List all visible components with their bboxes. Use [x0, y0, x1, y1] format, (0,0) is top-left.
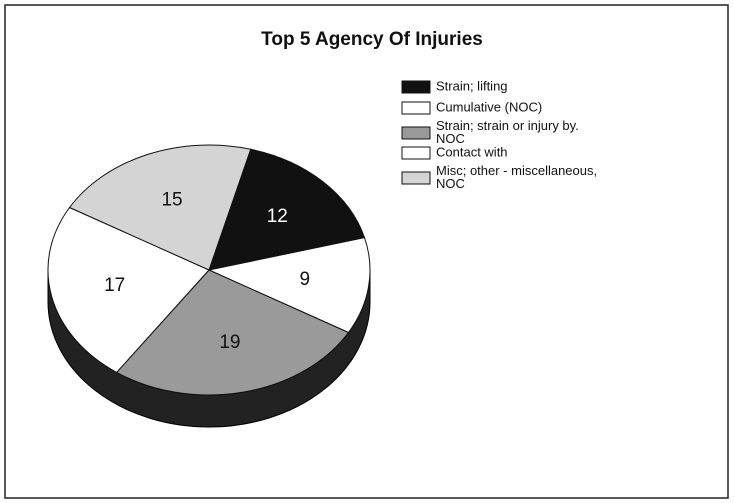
legend-label: Strain; strain or injury by. NOC — [436, 118, 579, 146]
legend-swatch — [401, 171, 431, 185]
legend-line: NOC — [436, 131, 465, 146]
legend-label: Strain; lifting — [436, 78, 508, 93]
pie-slice — [68, 144, 252, 271]
legend-line: Strain; strain or injury by. — [436, 118, 579, 133]
data-label: 9 — [299, 269, 310, 290]
legend-swatch — [401, 146, 431, 160]
legend-label: Cumulative (NOC) — [436, 99, 542, 114]
data-label: 17 — [104, 275, 125, 296]
data-label: 15 — [161, 190, 182, 211]
data-label: 19 — [219, 332, 240, 353]
legend-swatch — [401, 80, 431, 94]
legend-line: Misc; other - miscellaneous, — [436, 163, 597, 178]
legend-line: NOC — [436, 176, 465, 191]
pie-slice — [207, 237, 371, 334]
data-label: 12 — [267, 206, 288, 227]
pie-slice — [208, 148, 366, 271]
legend-label: Contact with — [436, 144, 508, 159]
chart-title: Top 5 Agency Of Injuries — [261, 29, 483, 50]
legend-label: Misc; other - miscellaneous, NOC — [436, 163, 597, 191]
legend-swatch — [401, 126, 431, 140]
legend-swatch — [401, 101, 431, 115]
pie-slice — [47, 206, 210, 374]
pie-slice — [115, 269, 350, 396]
